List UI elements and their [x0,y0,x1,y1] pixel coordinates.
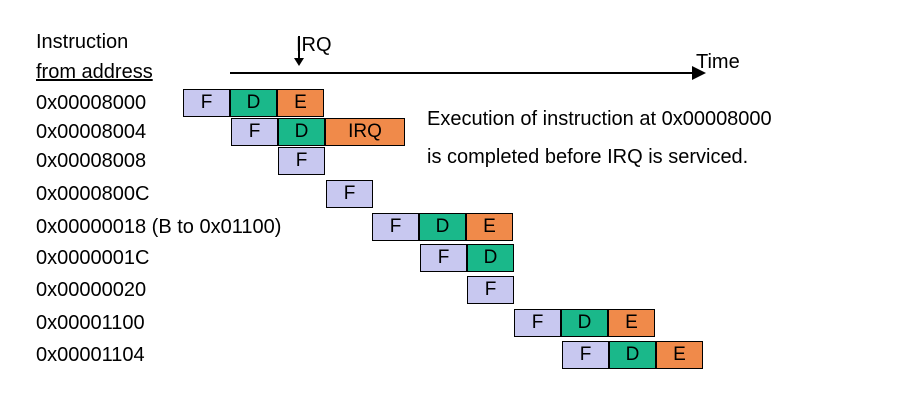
address-label: 0x00008000 [36,92,147,114]
note-line-2: is completed before IRQ is serviced. [427,146,749,168]
stage-cell-d: D [467,244,514,272]
stage-cell-d: D [561,309,608,337]
stage-cell-d: D [230,89,277,117]
stage-cell-f: F [278,147,325,175]
time-axis-line [230,72,700,74]
address-label: 0x00000020 [36,279,147,301]
address-label: 0x00001100 [36,312,145,334]
stage-cell-f: F [326,180,373,208]
stage-cell-f: F [514,309,561,337]
stage-cell-d: D [419,213,466,241]
irq-arrow-head [294,58,304,66]
address-label: 0x00001104 [36,344,145,366]
stage-cell-f: F [562,341,609,369]
stage-cell-f: F [183,89,230,117]
stage-cell-d: D [609,341,656,369]
irq-stage-cell: IRQ [325,118,405,146]
time-arrow-head [692,66,706,80]
address-label: 0x00008004 [36,121,147,143]
irq-label: IRQ [296,34,332,56]
note-line-1: Execution of instruction at 0x00008000 [427,108,772,130]
address-label: 0x00000018 (B to 0x01100) [36,216,282,238]
stage-cell-e: E [277,89,324,117]
address-label: 0x0000001C [36,247,150,269]
time-label: Time [696,51,740,73]
stage-cell-e: E [656,341,703,369]
stage-cell-f: F [467,276,514,304]
stage-cell-f: F [372,213,419,241]
stage-cell-d: D [278,118,325,146]
stage-cell-f: F [420,244,467,272]
irq-arrow [298,36,300,60]
header-instruction: Instruction [36,31,129,53]
stage-cell-f: F [231,118,278,146]
stage-cell-e: E [608,309,655,337]
header-from-address: from address [36,61,153,83]
address-label: 0x00008008 [36,150,147,172]
stage-cell-e: E [466,213,513,241]
address-label: 0x0000800C [36,183,150,205]
